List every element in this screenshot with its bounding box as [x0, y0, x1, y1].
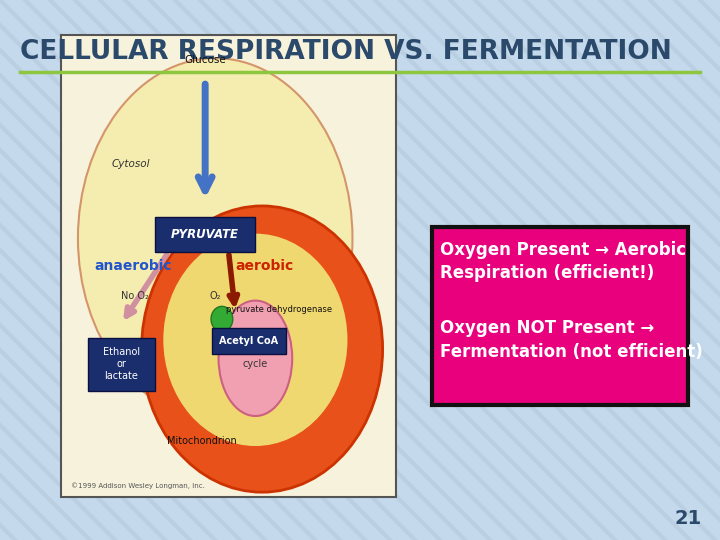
Text: Oxygen NOT Present →
Fermentation (not efficient): Oxygen NOT Present → Fermentation (not e… [440, 320, 703, 361]
Text: No O₂: No O₂ [121, 291, 149, 301]
FancyBboxPatch shape [432, 227, 688, 405]
Text: Mitochondrion: Mitochondrion [167, 436, 237, 447]
Text: Acetyl CoA: Acetyl CoA [219, 336, 278, 346]
Text: PYRUVATE: PYRUVATE [171, 228, 239, 241]
Text: CELLULAR RESPIRATION VS. FERMENTATION: CELLULAR RESPIRATION VS. FERMENTATION [20, 39, 672, 65]
Text: aerobic: aerobic [235, 259, 294, 273]
Ellipse shape [219, 301, 292, 416]
Text: 21: 21 [675, 509, 702, 528]
Text: Cytosol: Cytosol [112, 159, 150, 170]
Text: Krebs
cycle: Krebs cycle [242, 348, 269, 369]
Text: Ethanol
or
lactate: Ethanol or lactate [103, 347, 140, 381]
Text: Glucose: Glucose [184, 56, 226, 65]
Text: Oxygen Present → Aerobic
Respiration (efficient!): Oxygen Present → Aerobic Respiration (ef… [440, 241, 686, 282]
Ellipse shape [211, 306, 233, 332]
Ellipse shape [163, 234, 348, 446]
Text: pyruvate dehydrogenase: pyruvate dehydrogenase [226, 305, 332, 314]
Ellipse shape [78, 58, 353, 418]
FancyBboxPatch shape [155, 218, 256, 252]
Text: ©1999 Addison Wesley Longman, Inc.: ©1999 Addison Wesley Longman, Inc. [71, 482, 205, 489]
Text: O₂: O₂ [210, 291, 221, 301]
Polygon shape [61, 35, 396, 497]
Ellipse shape [142, 206, 382, 492]
FancyBboxPatch shape [212, 328, 286, 354]
Text: anaerobic: anaerobic [95, 259, 172, 273]
FancyBboxPatch shape [88, 338, 155, 390]
